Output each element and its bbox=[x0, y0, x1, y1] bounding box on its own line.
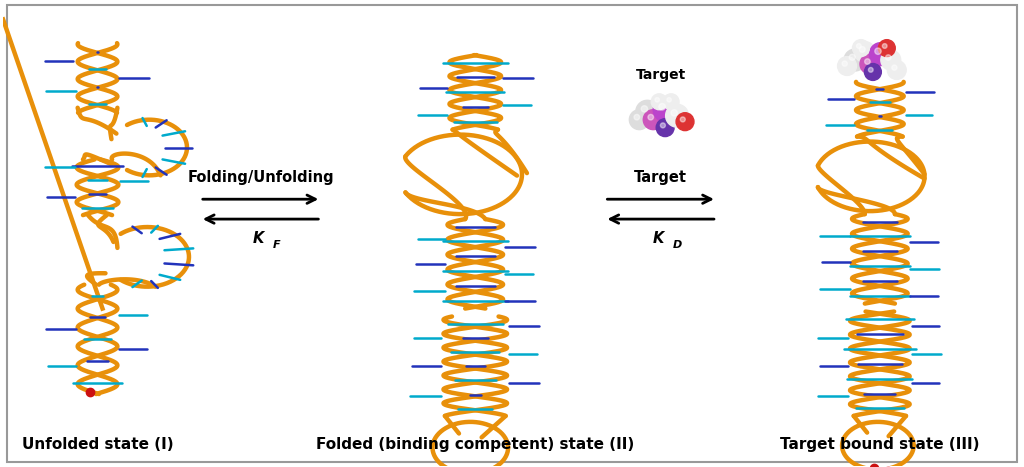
Circle shape bbox=[660, 123, 666, 128]
Circle shape bbox=[676, 113, 694, 131]
Circle shape bbox=[886, 55, 891, 60]
Circle shape bbox=[842, 61, 847, 66]
Circle shape bbox=[666, 104, 688, 127]
Text: Unfolded state (I): Unfolded state (I) bbox=[22, 437, 173, 452]
Circle shape bbox=[853, 40, 869, 57]
Circle shape bbox=[648, 114, 653, 120]
Circle shape bbox=[634, 114, 640, 120]
Circle shape bbox=[881, 50, 901, 70]
Circle shape bbox=[641, 106, 647, 112]
Text: F: F bbox=[272, 240, 281, 250]
Circle shape bbox=[849, 54, 855, 60]
Circle shape bbox=[838, 57, 856, 76]
Circle shape bbox=[874, 48, 882, 55]
Circle shape bbox=[651, 94, 667, 110]
Circle shape bbox=[869, 42, 892, 65]
Text: Folded (binding competent) state (II): Folded (binding competent) state (II) bbox=[316, 437, 635, 452]
Text: K: K bbox=[653, 231, 665, 246]
Circle shape bbox=[643, 110, 664, 130]
Text: Target: Target bbox=[634, 170, 687, 185]
Circle shape bbox=[844, 49, 866, 71]
Circle shape bbox=[680, 117, 685, 122]
Circle shape bbox=[671, 110, 678, 116]
Circle shape bbox=[864, 64, 882, 80]
Circle shape bbox=[856, 43, 861, 49]
Circle shape bbox=[655, 98, 659, 102]
Circle shape bbox=[658, 103, 666, 110]
Circle shape bbox=[656, 119, 674, 136]
Text: Target bound state (III): Target bound state (III) bbox=[780, 437, 980, 452]
Circle shape bbox=[879, 40, 895, 57]
Circle shape bbox=[653, 98, 677, 122]
Circle shape bbox=[864, 59, 870, 64]
Circle shape bbox=[854, 42, 876, 63]
Circle shape bbox=[892, 65, 897, 70]
Text: K: K bbox=[253, 231, 264, 246]
Circle shape bbox=[860, 54, 880, 74]
Circle shape bbox=[859, 47, 865, 52]
Circle shape bbox=[883, 43, 887, 49]
Circle shape bbox=[636, 100, 658, 123]
Circle shape bbox=[667, 98, 672, 102]
Circle shape bbox=[868, 68, 873, 72]
Circle shape bbox=[888, 61, 906, 79]
Text: Folding/Unfolding: Folding/Unfolding bbox=[187, 170, 334, 185]
Text: Target: Target bbox=[636, 68, 686, 82]
Text: D: D bbox=[673, 240, 682, 250]
Circle shape bbox=[664, 94, 679, 110]
Circle shape bbox=[630, 110, 649, 130]
FancyBboxPatch shape bbox=[7, 5, 1017, 462]
